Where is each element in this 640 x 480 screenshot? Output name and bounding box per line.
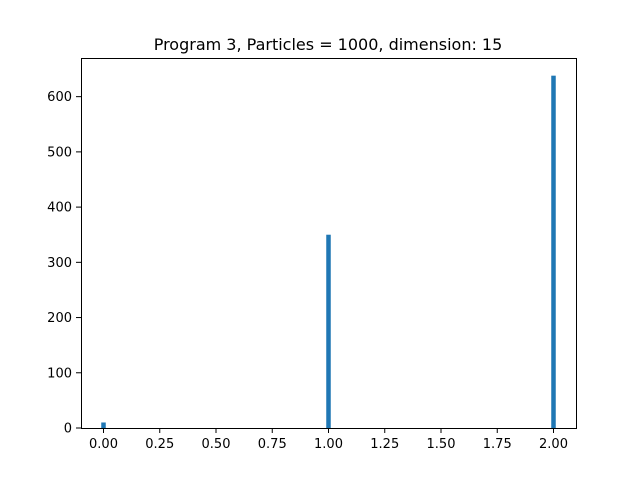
x-tick-label: 0.25 xyxy=(145,437,174,452)
x-tick-label: 0.50 xyxy=(202,437,231,452)
x-tick-label: 1.75 xyxy=(483,437,512,452)
bar-2 xyxy=(551,75,556,429)
x-tick-label: 2.00 xyxy=(539,437,568,452)
y-tick-label: 0 xyxy=(64,422,72,437)
chart-title: Program 3, Particles = 1000, dimension: … xyxy=(154,35,503,54)
y-tick-label: 100 xyxy=(47,366,72,381)
bar-0 xyxy=(101,422,106,428)
y-tick-label: 500 xyxy=(47,145,72,160)
x-tick-label: 0.75 xyxy=(258,437,287,452)
x-tick-label: 0.00 xyxy=(89,437,118,452)
bars-layer xyxy=(101,75,556,429)
y-tick-label: 300 xyxy=(47,256,72,271)
x-tick-label: 1.25 xyxy=(370,437,399,452)
x-tick-label: 1.00 xyxy=(314,437,343,452)
plot-frame xyxy=(81,58,577,429)
y-axis: 0 100 200 300 400 500 600 xyxy=(47,90,81,437)
x-tick-label: 1.50 xyxy=(427,437,456,452)
bar-1 xyxy=(326,234,331,428)
x-axis: 0.00 0.25 0.50 0.75 1.00 1.25 1.50 1.75 2.00 xyxy=(89,428,568,452)
y-tick-label: 200 xyxy=(47,311,72,326)
y-tick-label: 400 xyxy=(47,201,72,216)
y-tick-label: 600 xyxy=(47,90,72,105)
